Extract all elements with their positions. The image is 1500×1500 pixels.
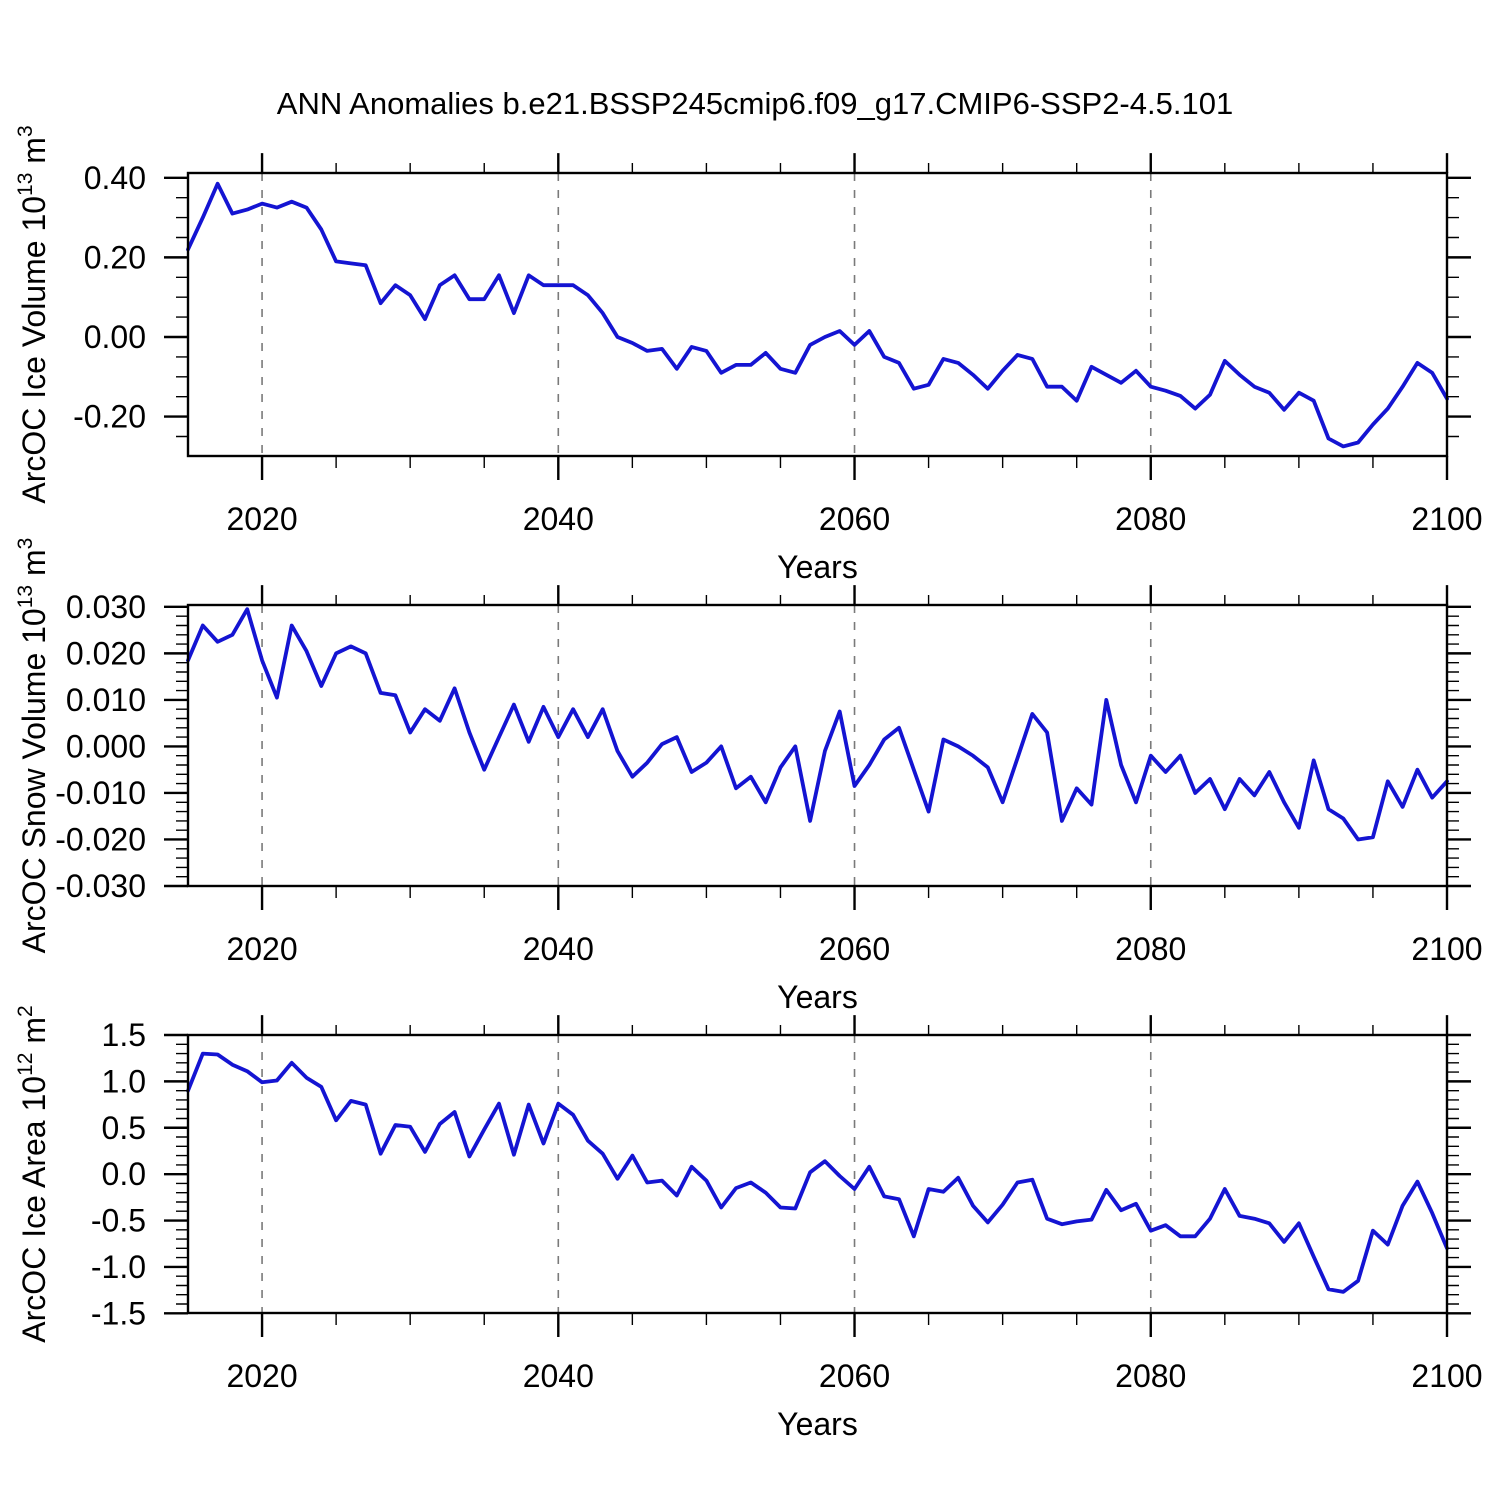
x-axis-title: Years <box>777 979 858 1015</box>
y-axis-title: ArcOC Snow Volume 1013 m3 <box>14 538 52 954</box>
minor-ticks <box>176 1025 1459 1325</box>
ice-volume-line <box>186 181 1449 449</box>
major-ticks <box>164 1015 1471 1337</box>
snow-volume-line <box>186 607 1449 842</box>
x-axis-title: Years <box>777 549 858 585</box>
x-tick-label: 2080 <box>1115 931 1186 967</box>
y-axis-title: ArcOC Ice Volume 1013 m3 <box>14 125 52 503</box>
x-tick-label: 2080 <box>1115 1358 1186 1394</box>
figure-title: ANN Anomalies b.e21.BSSP245cmip6.f09_g17… <box>276 86 1234 121</box>
plot-frame <box>186 603 1449 888</box>
y-tick-label: 0.020 <box>66 635 146 671</box>
x-tick-label: 2060 <box>819 931 890 967</box>
major-ticks <box>164 153 1471 480</box>
minor-ticks <box>176 163 1459 468</box>
y-tick-label: 1.0 <box>102 1063 146 1099</box>
x-tick-label: 2080 <box>1115 501 1186 537</box>
plot-frame <box>186 171 1449 458</box>
x-tick-label: 2020 <box>226 501 297 537</box>
x-tick-label: 2060 <box>819 1358 890 1394</box>
panel-ice-area: 1.5 1.0 0.5 0.0 -0.5 -1.0 -1.5 2020 2040 2060 2080… <box>14 1005 1483 1442</box>
y-tick-label: 0.20 <box>84 239 146 275</box>
y-tick-label: 1.5 <box>102 1017 146 1053</box>
x-tick-label: 2100 <box>1411 1358 1482 1394</box>
y-tick-label: -0.5 <box>91 1203 146 1239</box>
panel-snow-volume: 0.030 0.020 0.010 0.000 -0.010 -0.020 -0.030 20… <box>14 538 1483 1015</box>
y-tick-label: 0.010 <box>66 682 146 718</box>
y-tick-label: -0.020 <box>55 821 146 857</box>
x-tick-label: 2060 <box>819 501 890 537</box>
x-tick-label: 2040 <box>523 501 594 537</box>
plot-frame <box>186 1033 1449 1315</box>
panel-ice-volume: 0.40 0.20 0.00 -0.20 2020 2040 2060 2080 2100 Yea… <box>14 125 1483 585</box>
x-axis-title: Years <box>777 1406 858 1442</box>
x-tick-label: 2040 <box>523 931 594 967</box>
x-tick-label: 2040 <box>523 1358 594 1394</box>
y-tick-label: -0.030 <box>55 868 146 904</box>
ice-area-line <box>186 1051 1449 1294</box>
x-tick-label: 2020 <box>226 1358 297 1394</box>
y-tick-label: -0.010 <box>55 775 146 811</box>
minor-ticks <box>176 595 1459 898</box>
major-ticks <box>164 585 1471 910</box>
y-tick-label: 0.00 <box>84 319 146 355</box>
y-axis-title: ArcOC Ice Area 1012 m2 <box>14 1005 52 1342</box>
y-tick-label: -1.0 <box>91 1249 146 1285</box>
x-tick-label: 2020 <box>226 931 297 967</box>
y-tick-label: 0.0 <box>102 1156 146 1192</box>
y-tick-label: 0.000 <box>66 728 146 764</box>
x-tick-label: 2100 <box>1411 931 1482 967</box>
y-tick-label: 0.5 <box>102 1110 146 1146</box>
y-tick-label: 0.40 <box>84 160 146 196</box>
x-tick-label: 2100 <box>1411 501 1482 537</box>
y-tick-label: -1.5 <box>91 1295 146 1331</box>
y-tick-label: 0.030 <box>66 589 146 625</box>
y-tick-label: -0.20 <box>73 399 146 435</box>
